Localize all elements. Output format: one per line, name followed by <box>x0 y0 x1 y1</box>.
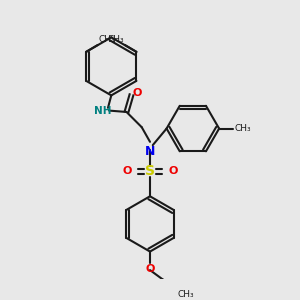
Text: CH₃: CH₃ <box>99 35 116 44</box>
Text: O: O <box>168 167 178 176</box>
Text: NH: NH <box>94 106 112 116</box>
Text: O: O <box>122 167 132 176</box>
Text: CH₃: CH₃ <box>107 35 124 44</box>
Text: CH₃: CH₃ <box>234 124 251 133</box>
Text: O: O <box>133 88 142 98</box>
Text: S: S <box>145 164 155 178</box>
Text: N: N <box>145 145 155 158</box>
Text: CH₃: CH₃ <box>177 290 194 299</box>
Text: O: O <box>145 264 155 274</box>
